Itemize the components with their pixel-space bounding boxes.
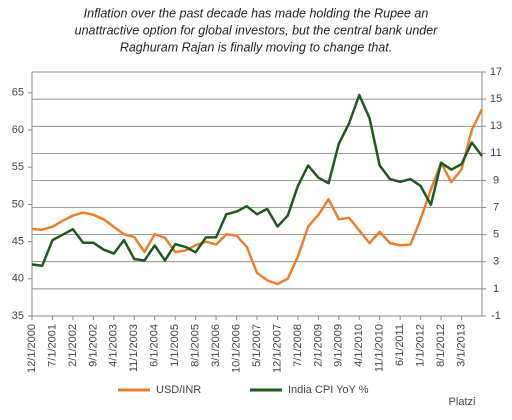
x-tick-label: 8/1/2005 — [190, 324, 202, 367]
series-line — [31, 93, 483, 268]
x-tick-label: 11/1/2003 — [128, 324, 140, 372]
x-tick-label: 9/1/2009 — [333, 324, 345, 367]
x-tick-label: 11/1/2010 — [374, 324, 386, 372]
x-tick-label: 9/1/2002 — [87, 324, 99, 367]
legend-label: India CPI YoY % — [288, 384, 369, 396]
watermark: Platzi — [449, 396, 476, 408]
x-tick-label: 7/1/2008 — [292, 324, 304, 367]
x-tick-label: 1/1/2005 — [169, 324, 181, 367]
x-tick-label: 3/1/2006 — [210, 324, 222, 367]
x-tick-label: 7/1/2001 — [46, 324, 58, 367]
x-tick-label: 5/1/2007 — [251, 324, 263, 367]
x-tick-label: 6/1/2011 — [394, 324, 406, 366]
chart-title: Inflation over the past decade has made … — [84, 6, 429, 20]
x-tick-label: 4/1/2010 — [353, 324, 365, 367]
legend-label: USD/INR — [156, 384, 201, 396]
y2-tick-label: 3 — [493, 256, 499, 268]
x-tick-label: 1/1/2012 — [415, 324, 427, 367]
y-tick-label: 50 — [12, 198, 24, 210]
y2-tick-label: 15 — [490, 93, 502, 105]
y2-tick-label: 7 — [493, 201, 499, 213]
x-tick-label: 2/1/2009 — [312, 324, 324, 367]
x-tick-label: 2/1/2002 — [67, 324, 79, 367]
x-tick-label: 12/1/2000 — [26, 324, 38, 373]
series-line — [31, 108, 484, 286]
x-tick-label: 4/1/2003 — [108, 324, 120, 367]
y-tick-label: 45 — [12, 236, 24, 248]
y2-tick-label: 13 — [490, 120, 502, 132]
y2-tick-label: 11 — [490, 147, 501, 159]
x-tick-label: 8/1/2012 — [435, 324, 447, 367]
y2-tick-label: -1 — [491, 310, 501, 322]
y-tick-label: 55 — [12, 161, 24, 173]
y2-tick-label: 17 — [490, 66, 502, 78]
y-tick-label: 65 — [12, 87, 24, 99]
x-tick-label: 6/1/2004 — [149, 324, 161, 367]
y2-tick-label: 9 — [493, 174, 499, 186]
chart-title: Raghuram Rajan is finally moving to chan… — [120, 40, 392, 54]
y2-tick-label: 5 — [493, 229, 499, 241]
x-tick-label: 10/1/2006 — [230, 324, 242, 373]
y-tick-label: 60 — [12, 124, 24, 136]
chart-title: unattractive option for global investors… — [75, 23, 439, 37]
x-tick-label: 3/1/2013 — [455, 324, 467, 367]
y-tick-label: 40 — [12, 273, 24, 285]
y-tick-label: 35 — [12, 310, 24, 322]
y2-tick-label: 1 — [493, 283, 499, 295]
x-tick-label: 12/1/2007 — [271, 324, 283, 373]
